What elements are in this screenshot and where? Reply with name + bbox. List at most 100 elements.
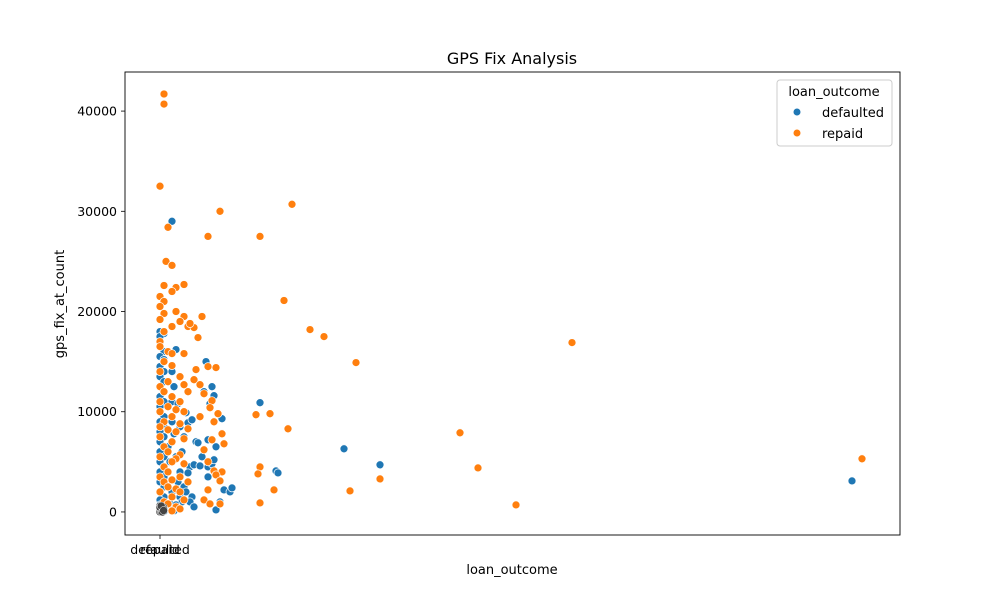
data-point-repaid: [175, 372, 185, 382]
data-point-repaid: [473, 463, 483, 473]
data-point-repaid: [179, 380, 189, 390]
data-point-repaid: [195, 412, 205, 422]
y-axis-ticks: 0 10000 20000 30000 40000: [77, 104, 125, 519]
data-point-repaid: [167, 412, 177, 422]
data-point-repaid: [191, 365, 201, 374]
data-point-repaid: [211, 470, 221, 480]
data-point-repaid: [163, 402, 173, 412]
data-point-repaid: [857, 454, 867, 464]
data-point-repaid: [155, 342, 165, 351]
data-point-repaid: [179, 280, 189, 289]
data-point-repaid: [183, 387, 193, 397]
data-point-repaid: [193, 333, 203, 342]
data-point-repaid: [213, 409, 223, 419]
data-point-repaid: [175, 317, 185, 326]
data-point-repaid: [167, 322, 177, 331]
data-point-defaulted: [339, 444, 349, 454]
data-point-repaid: [185, 319, 195, 328]
data-point-repaid: [345, 486, 355, 496]
data-point-repaid: [183, 424, 193, 434]
y-tick-label: 30000: [77, 204, 117, 219]
data-point-defaulted: [375, 460, 385, 470]
data-point-repaid: [207, 435, 217, 445]
data-point-defaulted: [189, 502, 199, 512]
data-point-repaid: [195, 380, 205, 390]
data-point-repaid: [159, 281, 169, 290]
data-point-repaid: [155, 432, 165, 442]
data-point-repaid: [253, 469, 263, 479]
data-point-repaid: [265, 409, 275, 419]
data-point-repaid: [155, 422, 165, 432]
legend-title: loan_outcome: [788, 85, 879, 100]
data-point-repaid: [175, 472, 185, 482]
data-point-repaid: [163, 425, 173, 435]
data-point-repaid: [167, 437, 177, 447]
data-point-defaulted: [203, 472, 213, 482]
data-point-repaid: [171, 427, 181, 437]
data-point-repaid: [175, 504, 185, 514]
data-point-repaid: [203, 232, 213, 241]
chart-title: GPS Fix Analysis: [447, 49, 577, 68]
data-point-repaid: [179, 495, 189, 505]
y-tick-label: 20000: [77, 304, 117, 319]
data-point-defaulted: [211, 442, 221, 452]
data-point-repaid: [375, 474, 385, 484]
data-point-repaid: [163, 467, 173, 477]
data-point-defaulted: [187, 415, 197, 425]
data-point-repaid: [215, 476, 225, 486]
data-point-repaid: [179, 349, 189, 358]
data-point-repaid: [179, 434, 189, 444]
legend-box: [776, 79, 893, 147]
data-point-repaid: [199, 389, 209, 399]
data-point-repaid: [167, 506, 177, 516]
data-point-repaid: [255, 498, 265, 508]
data-point-repaid: [179, 407, 189, 417]
data-point-defaulted: [167, 216, 177, 226]
data-point-repaid: [167, 261, 177, 270]
data-point-repaid: [155, 407, 165, 417]
data-point-repaid: [199, 445, 209, 455]
data-point-repaid: [175, 397, 185, 407]
data-point-repaid: [155, 302, 165, 311]
data-point-repaid: [159, 89, 169, 99]
data-point-repaid: [167, 492, 177, 502]
data-point-repaid: [203, 485, 213, 495]
data-point-defaulted: [847, 476, 857, 486]
data-point-repaid: [167, 349, 177, 358]
data-point-repaid: [197, 312, 207, 321]
data-point-repaid: [163, 447, 173, 457]
data-point-repaid: [251, 410, 261, 420]
y-tick-label: 0: [109, 504, 117, 519]
data-point-repaid: [215, 206, 225, 216]
data-point-repaid: [209, 417, 219, 427]
data-point-repaid: [161, 257, 171, 266]
data-point-repaid: [279, 296, 289, 305]
data-point-repaid: [183, 477, 193, 487]
axes-frame: [124, 71, 901, 536]
data-point-repaid: [287, 199, 297, 209]
data-point-repaid: [283, 424, 293, 434]
x-tick-label: repaid: [140, 542, 180, 557]
data-point-repaid: [159, 99, 169, 109]
data-point-repaid: [255, 232, 265, 241]
plot-area: [125, 72, 900, 535]
data-point-repaid: [155, 315, 165, 324]
y-axis-label: gps_fix_at_count: [53, 250, 68, 358]
data-point-repaid: [215, 499, 225, 509]
legend-label-defaulted: defaulted: [822, 106, 884, 121]
data-point-repaid: [351, 358, 361, 367]
data-point-repaid: [175, 487, 185, 497]
data-point-repaid: [217, 429, 227, 439]
data-point-repaid: [167, 392, 177, 402]
data-point-repaid: [319, 332, 329, 341]
data-point-repaid: [305, 325, 315, 334]
legend-marker-defaulted: [792, 107, 802, 117]
data-point-repaid: [155, 397, 165, 407]
data-point-repaid: [171, 405, 181, 415]
data-point-repaid: [203, 362, 213, 371]
data-point-repaid: [167, 457, 177, 467]
data-point-repaid: [511, 500, 521, 510]
data-point-repaid: [211, 363, 221, 372]
